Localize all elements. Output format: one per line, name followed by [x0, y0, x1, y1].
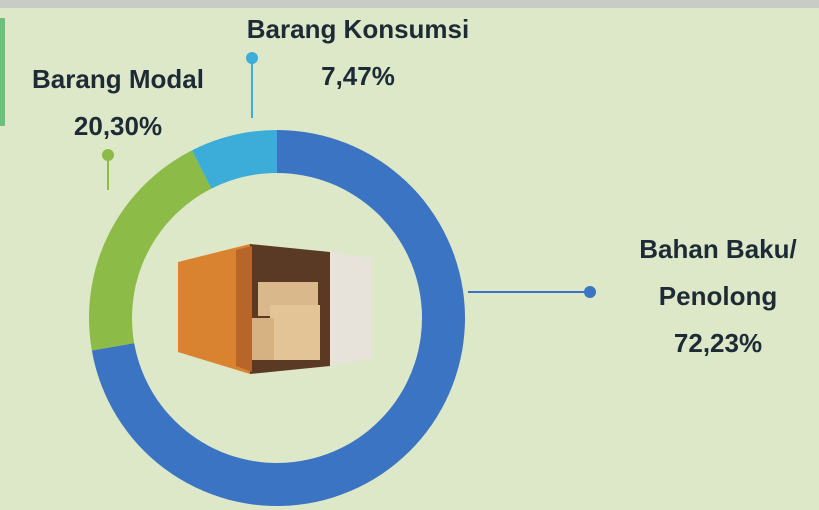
category-name: Bahan Baku/ Penolong: [639, 234, 797, 311]
value-label: 72,23%: [673, 328, 763, 358]
slice-label: Bahan Baku/ Penolong 72,23%: [628, 226, 808, 367]
donut-slice: [88, 150, 212, 351]
container-illustration: [178, 244, 372, 374]
slice-label: Barang Modal 20,30%: [8, 56, 228, 150]
side-accent: [0, 18, 5, 126]
category-name: Barang Konsumsi: [246, 14, 470, 44]
value-label: 20,30%: [73, 111, 163, 141]
top-band: [0, 0, 819, 8]
leader-dot: [584, 286, 596, 298]
value-label: 7,47%: [321, 61, 395, 91]
category-name: Barang Modal: [32, 64, 204, 94]
slice-label: Barang Konsumsi 7,47%: [228, 6, 488, 100]
leader-dot: [246, 52, 258, 64]
leader-dot: [102, 149, 114, 161]
donut-slice: [191, 130, 277, 189]
